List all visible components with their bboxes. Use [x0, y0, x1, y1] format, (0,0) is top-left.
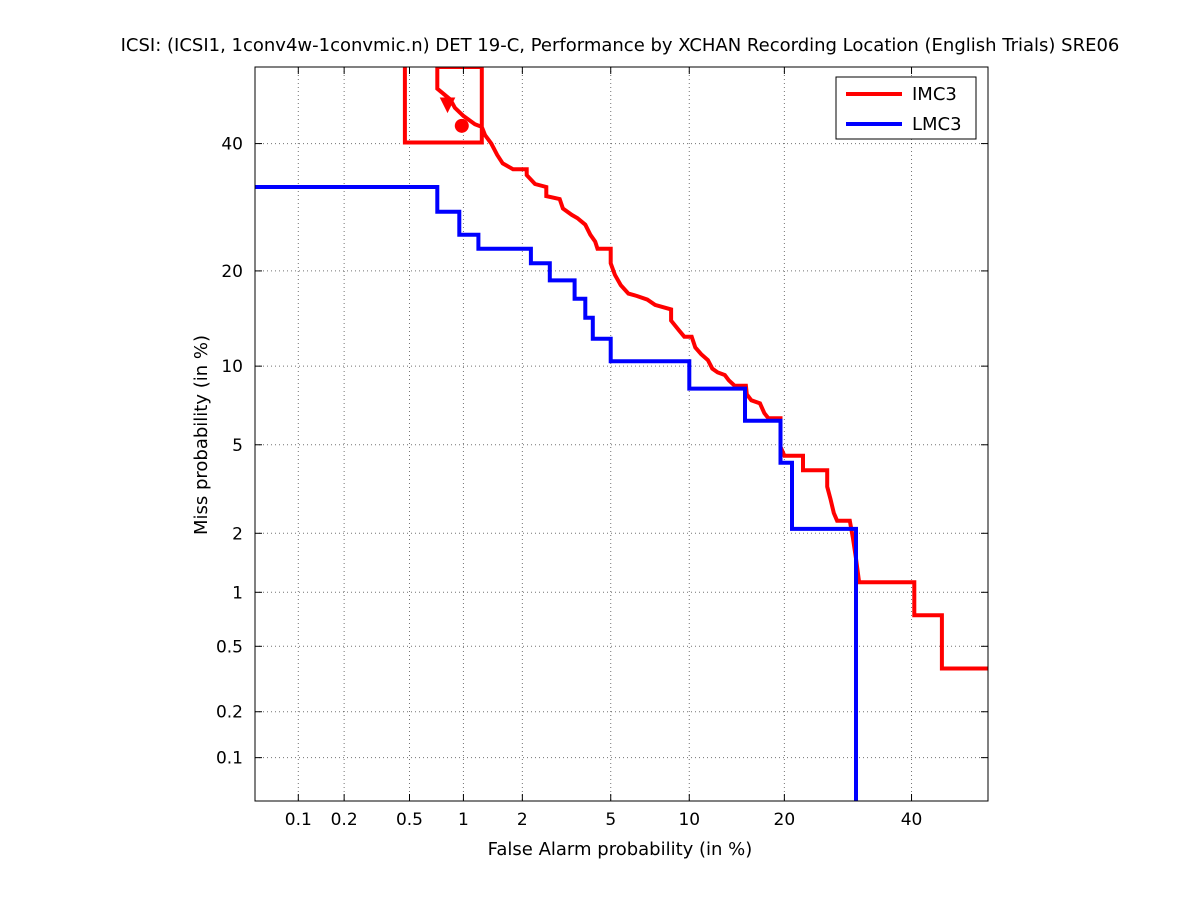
x-tick-label: 0.1	[285, 810, 312, 830]
x-tick-label: 20	[774, 810, 796, 830]
y-tick-label: 1	[232, 583, 243, 603]
x-tick-label: 40	[901, 810, 923, 830]
y-tick-label: 40	[221, 135, 243, 155]
plot-frame	[254, 66, 989, 802]
chart-title: ICSI: (ICSI1, 1conv4w-1convmic.n) DET 19…	[121, 35, 1120, 56]
x-tick-label: 2	[517, 810, 528, 830]
y-tick-label: 2	[232, 524, 243, 544]
y-axis-label: Miss probability (in %)	[191, 335, 212, 535]
series-line-lmc3	[255, 185, 858, 801]
y-axis-ticks: 0.1 0.2 0.5 1 2 5 10 20 40	[216, 135, 988, 769]
x-tick-label: 10	[678, 810, 700, 830]
y-tick-label: 10	[221, 357, 243, 377]
y-tick-label: 0.1	[216, 749, 243, 769]
x-axis-label: False Alarm probability (in %)	[488, 839, 753, 860]
x-tick-label: 0.2	[331, 810, 358, 830]
y-tick-label: 0.5	[216, 637, 243, 657]
legend-label-imc3: IMC3	[912, 84, 957, 105]
series-line-imc3	[402, 67, 988, 671]
y-tick-label: 20	[221, 262, 243, 282]
x-tick-label: 5	[605, 810, 616, 830]
legend-box	[835, 76, 977, 140]
act-dcf-marker-triangle	[439, 97, 456, 114]
legend-label-lmc3: LMC3	[912, 114, 962, 135]
y-tick-label: 0.2	[216, 703, 243, 723]
x-axis-ticks: 0.1 0.2 0.5 1 2 5 10 20 40	[285, 67, 923, 830]
y-tick-label: 5	[232, 436, 243, 456]
marker-layer	[439, 97, 469, 133]
x-tick-label: 0.5	[396, 810, 423, 830]
min-dcf-marker-circle	[454, 118, 469, 133]
x-tick-label: 1	[458, 810, 469, 830]
legend: IMC3 LMC3	[835, 76, 977, 140]
series-layer	[255, 67, 988, 801]
